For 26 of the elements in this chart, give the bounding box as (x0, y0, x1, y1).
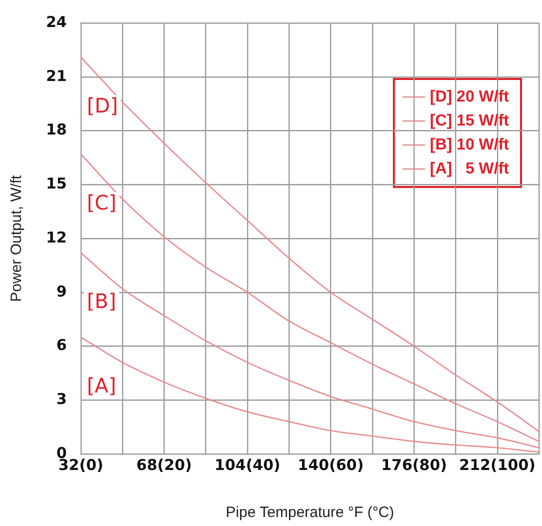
y-tick-label: 15 (46, 174, 67, 193)
y-tick-label: 6 (56, 336, 67, 354)
annotation: [A] (86, 373, 116, 398)
x-tick-label: 140(60) (298, 456, 364, 474)
annotation: [D] (86, 93, 118, 118)
annotation: [B] (86, 289, 116, 314)
x-tick-label: 176(80) (381, 456, 448, 474)
x-tick-label: 68(20) (136, 456, 192, 474)
line-series (80, 56, 540, 432)
line-series (80, 252, 540, 448)
y-tick-label: 12 (46, 228, 67, 246)
y-tick-label: 9 (56, 282, 67, 300)
legend-label: [B] 10 W/ft (430, 136, 510, 154)
legend-label: [C] 15 W/ft (430, 112, 510, 130)
y-axis-title: Power Output, W/ft (8, 174, 26, 302)
annotation: [C] (86, 190, 116, 214)
y-tick-label: 3 (56, 390, 67, 408)
legend-label: [A] 5 W/ft (430, 160, 510, 178)
x-axis-title: Pipe Temperature °F (°C) (226, 504, 394, 522)
legend-label: [D] 20 W/ft (430, 88, 510, 106)
y-tick-label: 18 (46, 120, 67, 139)
line-series (80, 153, 540, 442)
x-tick-label: 104(40) (214, 456, 280, 474)
y-tick-label: 24 (46, 12, 67, 31)
x-tick-label: 212(100) (459, 456, 536, 474)
y-tick-label: 21 (46, 66, 67, 85)
